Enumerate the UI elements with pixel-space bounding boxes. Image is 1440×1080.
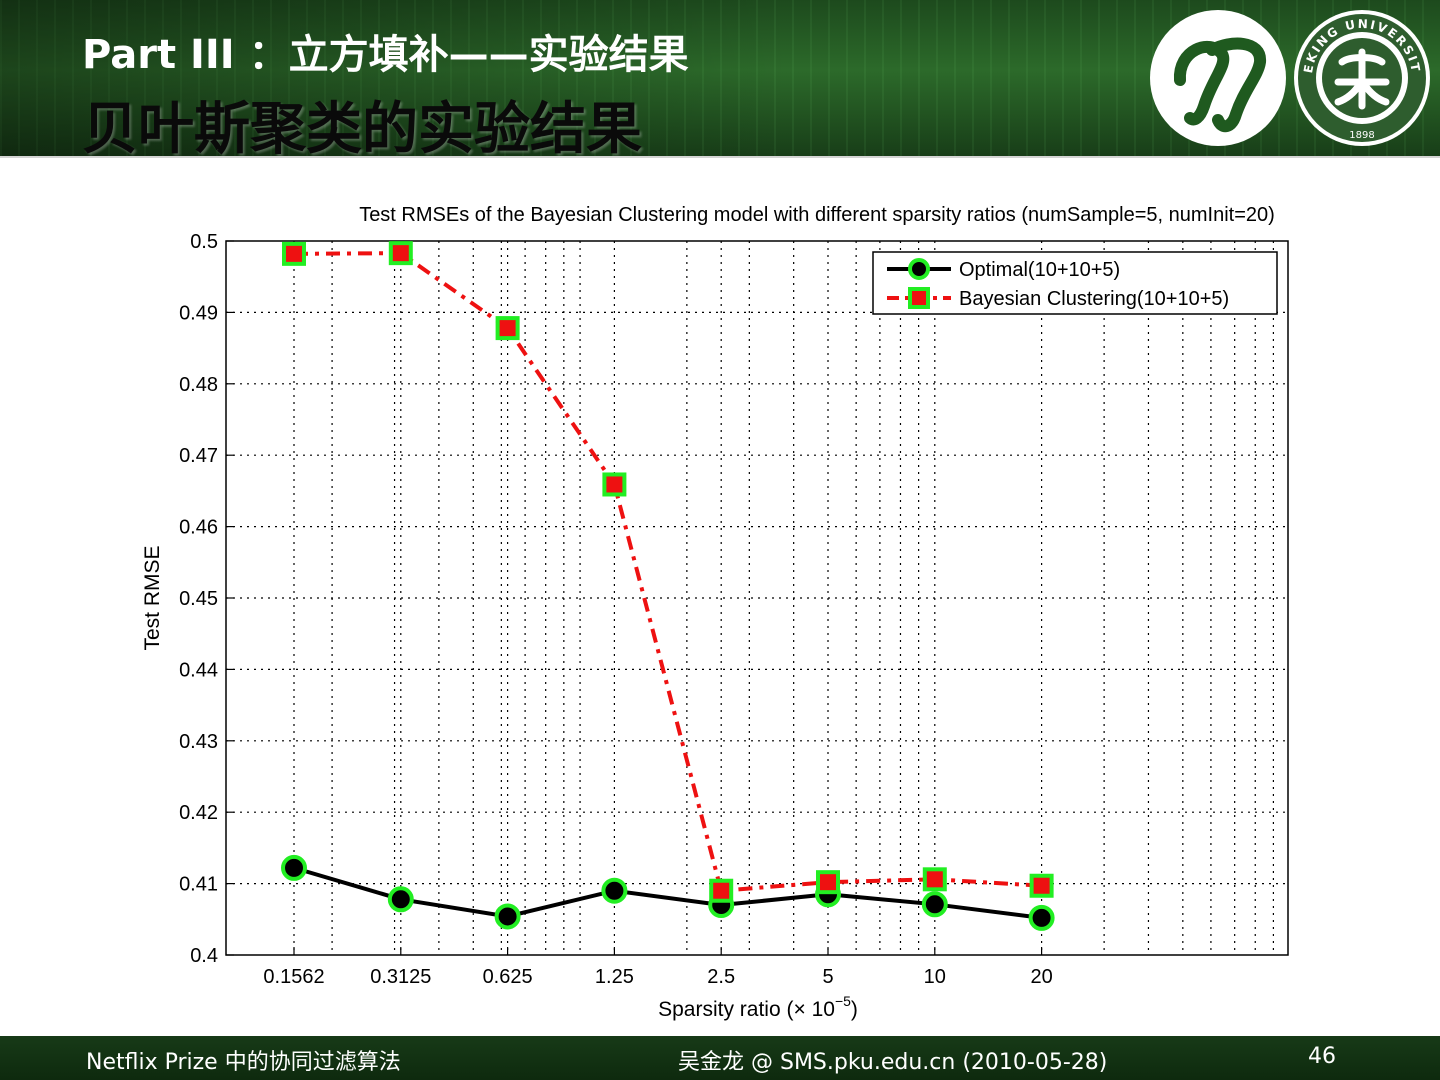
legend-label: Bayesian Clustering(10+10+5) <box>959 288 1229 310</box>
school-logo-icon <box>1150 10 1286 146</box>
optimal-point <box>281 854 307 881</box>
rmse-line-chart: 0.1562 0.3125 0.625 1.25 2.5 5 10 20 0.4 0.41 0.42… <box>141 204 1289 1021</box>
optimal-series-line <box>293 865 1042 920</box>
x-tick-label: 5 <box>822 966 833 988</box>
bayesian-point <box>1029 873 1054 898</box>
footer-course-title: Netflix Prize 中的协同过滤算法 <box>86 1050 401 1075</box>
y-tick-label: 0.49 <box>179 302 218 324</box>
slide-footer: Netflix Prize 中的协同过滤算法 吴金龙 @ SMS.pku.edu… <box>0 1036 1440 1080</box>
optimal-point <box>601 877 628 904</box>
optimal-point <box>1028 904 1055 931</box>
y-tick-label: 0.4 <box>190 945 218 967</box>
y-axis-label: Test RMSE <box>141 545 164 650</box>
x-tick-label: 0.3125 <box>370 966 431 988</box>
y-tick-label: 0.45 <box>179 588 218 610</box>
legend-marker <box>908 287 930 309</box>
y-tick-label: 0.5 <box>190 231 218 253</box>
chart-title: Test RMSEs of the Bayesian Clustering mo… <box>359 204 1275 226</box>
y-tick-label: 0.42 <box>179 802 218 824</box>
university-seal-icon: PEKING UNIVERSITY 1898 <box>1284 0 1434 150</box>
y-tick-label: 0.48 <box>179 374 218 396</box>
plot-area <box>226 241 1288 955</box>
x-tick-label: 2.5 <box>707 966 735 988</box>
chart-panel: 0.1562 0.3125 0.625 1.25 2.5 5 10 20 0.4 0.41 0.42… <box>0 156 1440 1038</box>
y-tick-label: 0.43 <box>179 731 218 753</box>
bayesian-point <box>388 241 413 266</box>
legend-label: Optimal(10+10+5) <box>959 259 1120 281</box>
bayesian-point <box>495 316 520 341</box>
section-subtitle: Part III ：立方填补——实验结果 <box>82 32 689 78</box>
page-number: 46 <box>1308 1044 1336 1069</box>
x-tick-label: 0.625 <box>483 966 533 988</box>
footer-author: 吴金龙 @ SMS.pku.edu.cn (2010-05-28) <box>678 1050 1108 1075</box>
y-tick-label: 0.46 <box>179 517 218 539</box>
legend-box <box>872 251 1278 315</box>
axes-frame <box>225 240 1289 956</box>
slide-header: Part III ：立方填补——实验结果 贝叶斯聚类的实验结果 PEKING U… <box>0 0 1440 156</box>
x-axis-label: Sparsity ratio (× 10−5) <box>658 993 858 1021</box>
bayesian-point <box>922 867 947 892</box>
x-tick-label: 20 <box>1030 966 1052 988</box>
optimal-point <box>921 891 948 918</box>
y-tick-label: 0.47 <box>179 445 218 467</box>
optimal-point <box>494 903 521 930</box>
bayesian-point <box>602 472 627 497</box>
bayesian-point <box>709 878 734 903</box>
x-tick-label: 0.1562 <box>263 966 324 988</box>
legend-marker <box>908 258 930 280</box>
x-tick-label: 10 <box>924 966 946 988</box>
bayesian-point <box>816 870 840 895</box>
slide-title: 贝叶斯聚类的实验结果 <box>82 97 642 156</box>
y-tick-label: 0.44 <box>179 659 218 681</box>
x-tick-label: 1.25 <box>595 966 634 988</box>
seal-year: 1898 <box>1349 130 1374 141</box>
optimal-point <box>387 886 414 913</box>
bayesian-series-line <box>293 251 1042 893</box>
bayesian-point <box>282 241 306 266</box>
y-tick-label: 0.41 <box>179 874 218 896</box>
